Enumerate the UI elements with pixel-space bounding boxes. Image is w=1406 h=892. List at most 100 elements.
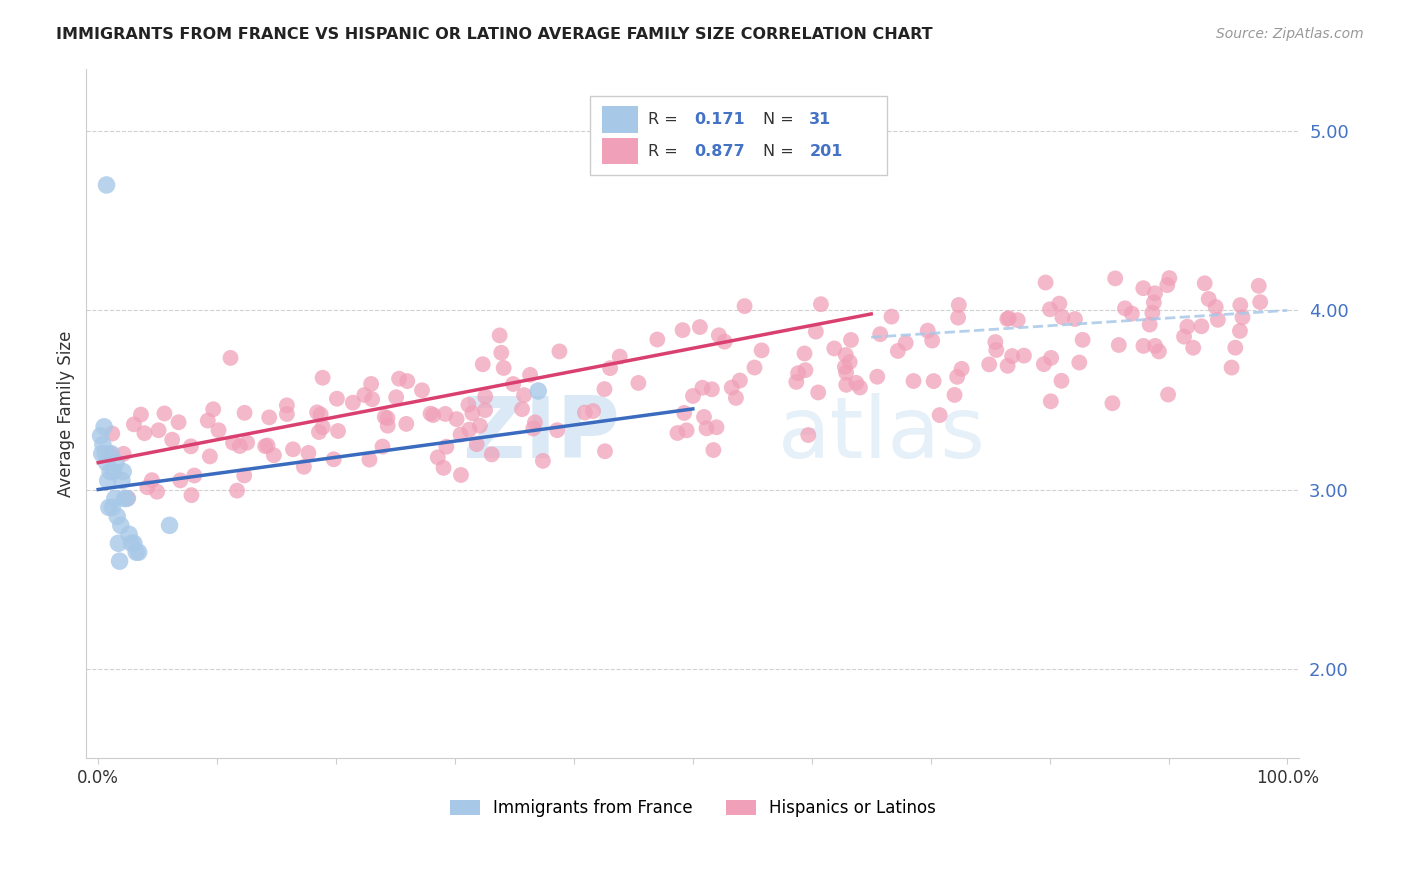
Text: R =: R = [648,144,683,159]
Point [724,391,747,405]
Point [148,423,170,437]
Point [1229,324,1251,338]
Point [948,298,970,312]
Point [1132,339,1154,353]
Point [122,536,145,550]
Point [263,448,285,462]
Point [326,392,349,406]
Point [950,362,973,376]
Point [169,474,191,488]
Point [112,447,135,461]
Point [101,500,124,515]
Text: atlas: atlas [778,392,986,475]
Point [671,323,693,337]
Point [1205,300,1227,314]
Text: ZIP: ZIP [463,392,620,475]
Point [474,390,496,404]
Point [159,518,181,533]
Point [471,357,494,371]
Point [361,392,384,407]
Point [94,447,117,461]
Point [519,368,541,382]
Point [198,450,221,464]
Point [125,545,148,559]
Point [1175,319,1198,334]
Point [1032,357,1054,371]
Point [702,443,724,458]
Point [1071,333,1094,347]
Point [995,312,1018,326]
Point [744,360,766,375]
Point [880,310,903,324]
Point [1198,292,1220,306]
Point [1007,313,1029,327]
Point [180,488,202,502]
Point [491,346,513,360]
Point [734,299,756,313]
Point [468,418,491,433]
Point [353,388,375,402]
Point [207,423,229,437]
Text: 0.171: 0.171 [695,112,745,127]
Point [100,447,122,461]
Point [134,426,156,441]
Point [388,372,411,386]
Point [492,361,515,376]
Text: 201: 201 [810,144,842,159]
Point [434,440,457,454]
Point [359,452,381,467]
Point [523,416,546,430]
Point [1052,310,1074,325]
Point [1156,278,1178,293]
Point [129,408,152,422]
Point [903,374,925,388]
Point [307,405,329,419]
Point [751,343,773,358]
Point [599,361,621,376]
Point [118,527,141,541]
Point [1143,295,1166,310]
Text: IMMIGRANTS FROM FRANCE VS HISPANIC OR LATINO AVERAGE FAMILY SIZE CORRELATION CHA: IMMIGRANTS FROM FRANCE VS HISPANIC OR LA… [56,27,932,42]
Point [922,374,945,388]
Point [308,425,330,439]
Point [682,389,704,403]
Point [450,467,472,482]
Point [839,333,862,347]
Point [502,377,524,392]
Point [984,334,1007,349]
Point [943,388,966,402]
Point [675,423,697,437]
Point [183,468,205,483]
Point [446,412,468,426]
Point [461,406,484,420]
Point [804,325,827,339]
Text: 0.877: 0.877 [695,144,745,159]
Text: N =: N = [763,144,799,159]
Point [1104,271,1126,285]
Point [481,447,503,461]
Point [835,348,858,362]
Point [692,381,714,395]
Point [97,474,120,488]
Point [794,363,817,377]
Point [395,417,418,431]
Point [160,433,183,447]
Point [810,297,832,311]
Point [257,410,280,425]
Point [1249,295,1271,310]
Point [1159,271,1181,285]
FancyBboxPatch shape [589,96,887,176]
Point [1229,298,1251,312]
Point [180,439,202,453]
Point [997,359,1019,373]
Point [96,456,118,470]
Point [823,342,845,356]
Point [917,324,939,338]
Point [276,407,298,421]
Point [377,411,399,425]
Text: N =: N = [763,112,799,127]
Point [582,404,605,418]
Point [522,421,544,435]
Point [112,465,135,479]
Point [787,366,810,380]
